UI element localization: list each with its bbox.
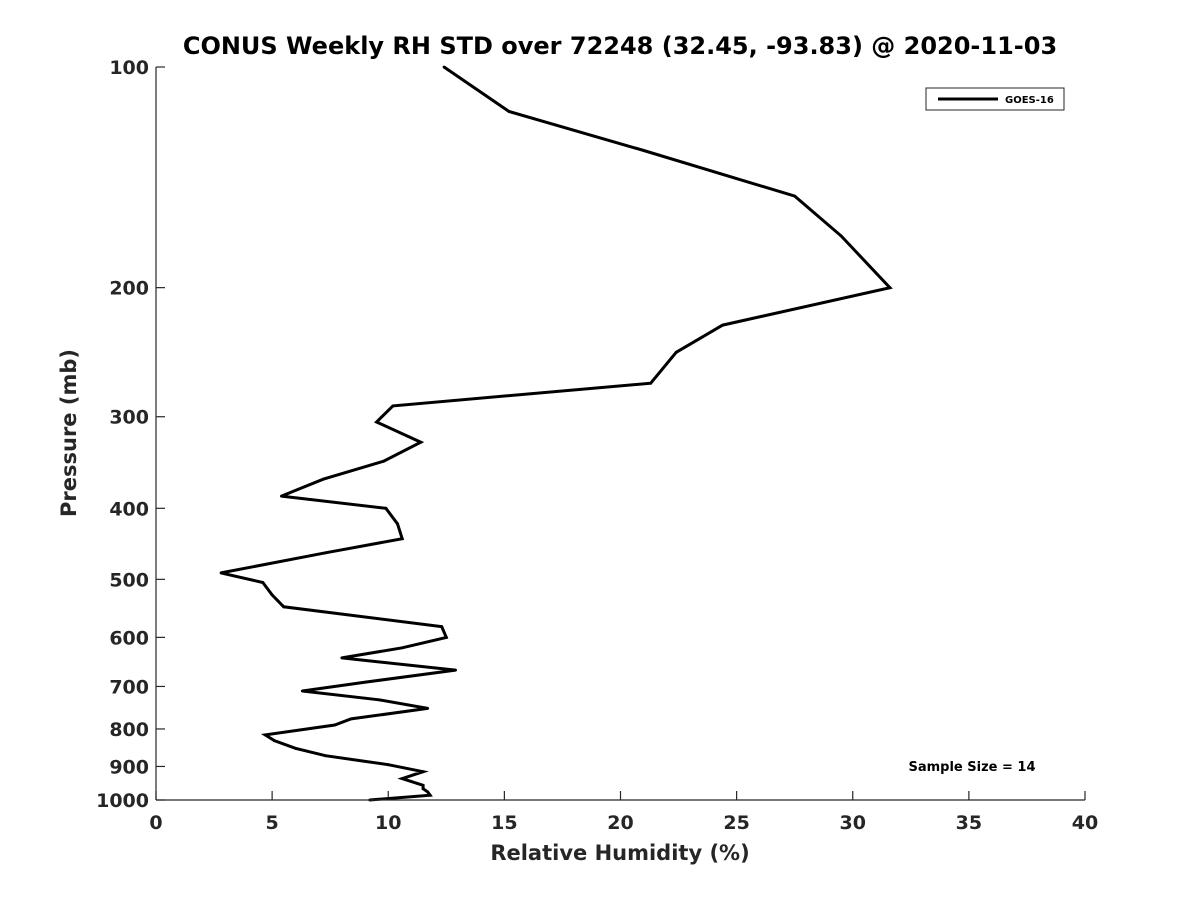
x-tick-label: 10 [375,812,401,834]
data-point [294,746,297,750]
y-tick-label: 400 [109,498,149,520]
data-point [421,787,425,791]
y-tick-label: 800 [109,719,149,741]
data-point [263,733,267,737]
data-point [321,477,325,481]
data-point [888,286,892,290]
x-tick-label: 35 [956,812,982,834]
data-point [426,707,430,710]
data-point [340,656,344,660]
x-tick-label: 0 [149,812,162,834]
data-point [324,551,327,555]
data-point [261,581,265,584]
data-point [282,605,286,609]
data-point [384,506,388,510]
data-point [377,698,381,702]
data-point [642,149,646,152]
data-point [426,790,430,794]
y-tick-label: 100 [109,57,149,79]
data-point [440,625,444,628]
data-point [454,668,457,672]
data-point [793,194,797,198]
x-tick-label: 15 [491,812,517,834]
y-axis-ticks: 100 200 300 400 500 600 700 800 900 1000 [96,57,165,812]
sample-size-annotation: Sample Size = 14 [908,760,1035,775]
data-point [400,777,404,780]
data-point [386,763,390,767]
data-point [270,593,274,597]
series-points [219,65,892,802]
data-point [421,770,425,774]
data-point [419,440,423,444]
data-point [839,234,843,238]
data-point [219,571,223,575]
data-point [721,323,725,327]
data-point [507,110,511,113]
data-point [273,739,276,743]
data-point [649,381,653,385]
y-tick-label: 300 [109,407,149,429]
x-tick-label: 25 [723,812,749,834]
data-point [400,537,404,541]
data-point [280,494,283,498]
data-point [382,459,385,463]
x-tick-label: 40 [1072,812,1098,834]
y-tick-label: 1000 [96,790,149,812]
x-tick-label: 5 [266,812,279,834]
legend: GOES-16 [925,87,1065,111]
data-point [444,636,448,639]
data-point [442,65,446,69]
data-point [333,723,337,727]
x-axis-label: Relative Humidity (%) [490,841,749,865]
axes-background [156,67,1085,800]
data-point [349,717,353,721]
data-point [674,350,678,354]
x-tick-label: 20 [607,812,633,834]
y-tick-label: 900 [109,756,149,778]
series-line-goes-16 [220,65,893,802]
data-point [365,680,369,684]
data-point [324,754,327,758]
data-point [396,522,399,526]
x-tick-label: 30 [840,812,866,834]
data-point [375,420,378,424]
data-point [421,783,425,787]
legend-label-goes-16: GOES-16 [1005,95,1054,106]
y-tick-label: 600 [109,627,149,649]
data-point [400,646,404,650]
data-point [300,689,304,693]
y-tick-label: 200 [109,278,149,300]
plot-area: 0 5 10 15 20 25 30 35 40 100 200 300 400 500 600 700 80… [96,57,1098,834]
data-point [428,793,432,797]
y-tick-label: 700 [109,676,149,698]
chart-title: CONUS Weekly RH STD over 72248 (32.45, -… [183,32,1057,60]
y-tick-label: 500 [109,569,149,591]
x-axis-ticks: 0 5 10 15 20 25 30 35 40 [149,791,1098,834]
data-point [391,404,395,408]
y-axis-label: Pressure (mb) [57,349,81,517]
